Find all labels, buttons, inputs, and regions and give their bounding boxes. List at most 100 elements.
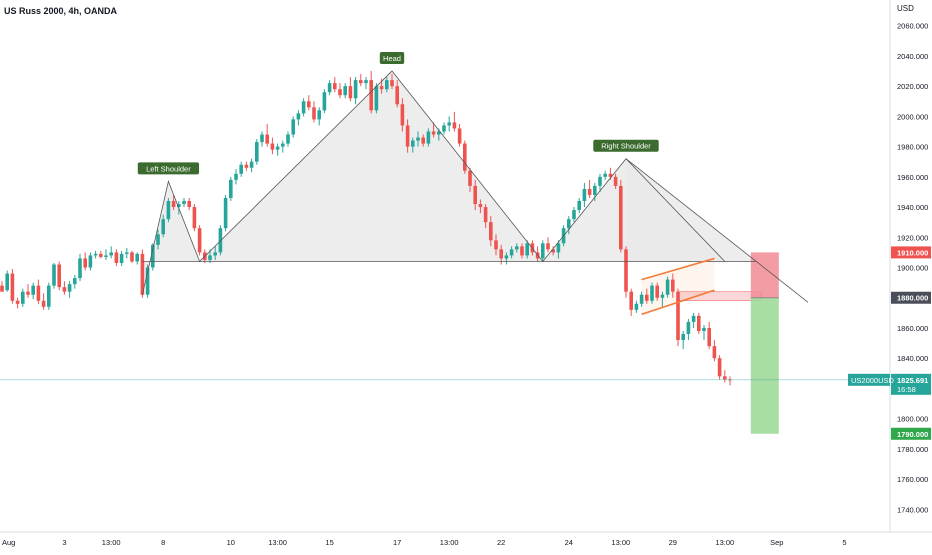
candle[interactable] <box>374 83 379 114</box>
candle[interactable] <box>525 240 529 259</box>
candle[interactable] <box>36 279 41 304</box>
candle[interactable] <box>416 131 420 147</box>
candle[interactable] <box>343 83 347 99</box>
candle[interactable] <box>229 176 233 202</box>
candle[interactable] <box>57 261 61 291</box>
candle[interactable] <box>629 288 633 316</box>
candle[interactable] <box>52 262 56 289</box>
candle[interactable] <box>218 225 223 256</box>
candle[interactable] <box>364 77 368 90</box>
candle[interactable] <box>265 123 269 147</box>
candle[interactable] <box>691 312 696 328</box>
candle[interactable] <box>431 122 436 138</box>
candle[interactable] <box>426 128 431 147</box>
candle[interactable] <box>385 77 389 93</box>
take-profit-zone[interactable] <box>750 297 779 434</box>
candle[interactable] <box>244 161 249 171</box>
candle[interactable] <box>395 80 399 108</box>
candle[interactable] <box>275 143 280 156</box>
candle[interactable] <box>166 197 171 223</box>
candle[interactable] <box>624 246 628 298</box>
candle[interactable] <box>333 77 337 93</box>
candle[interactable] <box>567 216 571 235</box>
candle[interactable] <box>41 293 46 310</box>
candle[interactable] <box>260 131 264 147</box>
candle[interactable] <box>411 137 415 153</box>
candle[interactable] <box>197 225 202 256</box>
candle[interactable] <box>10 269 15 304</box>
candle[interactable] <box>613 173 618 189</box>
candle[interactable] <box>317 107 321 126</box>
candle[interactable] <box>390 74 394 90</box>
candle[interactable] <box>697 312 701 335</box>
candle[interactable] <box>234 169 238 185</box>
candle[interactable] <box>0 281 4 292</box>
candle[interactable] <box>291 116 295 138</box>
candle[interactable] <box>598 173 602 192</box>
candle[interactable] <box>182 197 186 208</box>
candle[interactable] <box>400 98 405 132</box>
candle[interactable] <box>47 282 51 310</box>
candle[interactable] <box>702 324 706 341</box>
candle[interactable] <box>650 282 654 304</box>
pattern-annotation[interactable]: Left Shoulder <box>137 162 200 175</box>
candle[interactable] <box>723 370 727 383</box>
candle[interactable] <box>109 246 113 259</box>
candle[interactable] <box>327 80 332 96</box>
candle[interactable] <box>249 158 254 173</box>
candle[interactable] <box>114 249 119 266</box>
candle[interactable] <box>62 281 67 295</box>
candle[interactable] <box>452 111 457 132</box>
candle[interactable] <box>322 89 327 114</box>
candle[interactable] <box>707 321 711 350</box>
candle[interactable] <box>119 250 124 266</box>
candle[interactable] <box>509 246 514 259</box>
candle[interactable] <box>78 253 82 282</box>
candle[interactable] <box>130 250 134 263</box>
candle[interactable] <box>405 119 410 153</box>
candle[interactable] <box>447 116 451 132</box>
candle[interactable] <box>187 197 191 211</box>
candle[interactable] <box>192 204 197 232</box>
candle[interactable] <box>504 252 509 265</box>
candle[interactable] <box>239 161 243 177</box>
candle[interactable] <box>582 182 587 208</box>
candle[interactable] <box>145 264 150 298</box>
candle[interactable] <box>296 110 301 126</box>
candle[interactable] <box>494 234 498 256</box>
candle[interactable] <box>171 194 176 211</box>
candle[interactable] <box>541 240 545 262</box>
candle[interactable] <box>676 288 680 347</box>
candles[interactable] <box>0 71 732 386</box>
candle[interactable] <box>353 77 358 105</box>
candle[interactable] <box>551 246 555 256</box>
candle[interactable] <box>515 243 519 253</box>
candle[interactable] <box>665 276 670 298</box>
candle[interactable] <box>83 252 87 271</box>
candle[interactable] <box>140 249 145 298</box>
candle[interactable] <box>281 140 285 153</box>
candle[interactable] <box>660 291 665 307</box>
candle[interactable] <box>639 291 644 307</box>
candle[interactable] <box>151 243 155 271</box>
candle[interactable] <box>483 204 488 229</box>
candle[interactable] <box>457 123 462 147</box>
candle[interactable] <box>31 282 35 300</box>
annotations[interactable]: Left Shoulder Head Right Shoulder <box>137 52 659 175</box>
candle[interactable] <box>67 281 72 298</box>
candle[interactable] <box>556 240 561 259</box>
candle[interactable] <box>223 194 228 232</box>
candle[interactable] <box>15 297 20 309</box>
candle[interactable] <box>712 340 717 362</box>
candle[interactable] <box>421 134 425 147</box>
candle[interactable] <box>717 355 722 380</box>
candle[interactable] <box>135 252 139 265</box>
pattern-annotation[interactable]: Head <box>379 52 405 65</box>
candle[interactable] <box>255 139 259 165</box>
candle[interactable] <box>156 229 160 250</box>
candle[interactable] <box>468 167 472 192</box>
candle[interactable] <box>655 282 659 301</box>
candle[interactable] <box>213 246 217 260</box>
time-axis[interactable]: Aug 3 13:00 8 10 13:00 15 17 13:00 22 24 13:00 29 13:… <box>2 538 846 547</box>
